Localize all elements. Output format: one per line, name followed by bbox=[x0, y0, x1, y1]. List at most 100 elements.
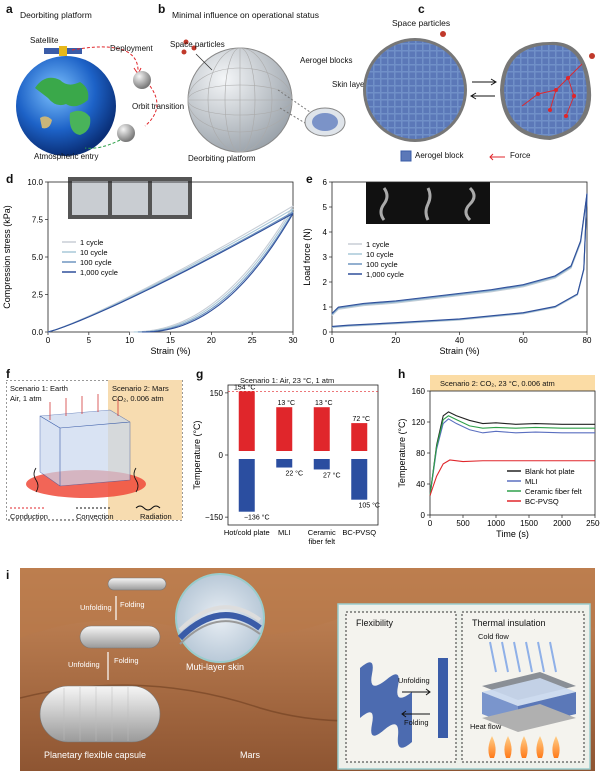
chart-g-hot-label: 154 °C bbox=[234, 383, 255, 391]
chart-h-series-3 bbox=[429, 459, 595, 496]
chart-g-ytick-label: 150 bbox=[210, 389, 224, 398]
mars-label: Mars bbox=[240, 750, 260, 760]
folded-sample bbox=[360, 662, 412, 748]
chart-h-legend-label: BC-PVSQ bbox=[525, 497, 559, 506]
chart-e-xtick-label: 0 bbox=[330, 336, 335, 345]
cold-flow-label: Cold flow bbox=[478, 632, 509, 641]
chart-d-xlabel: Strain (%) bbox=[150, 346, 190, 356]
chart-e-legend-label: 1,000 cycle bbox=[366, 270, 404, 279]
chart-h-legend-label: MLI bbox=[525, 477, 538, 486]
chart-d-ylabel: Compression stress (kPa) bbox=[2, 205, 12, 309]
folding1-label: Folding bbox=[120, 600, 145, 609]
panel-b-label: b bbox=[158, 2, 166, 16]
chart-g-cold-label: 105 °C bbox=[359, 502, 380, 510]
space-particles-c: Space particles bbox=[392, 18, 451, 28]
satellite-icon bbox=[44, 46, 82, 56]
chart-d-series-1-unloading bbox=[133, 208, 294, 333]
chart-g-cold-label: −136 °C bbox=[244, 514, 270, 522]
unfolding2-label: Unfolding bbox=[68, 660, 100, 669]
chart-d-ytick-label: 2.5 bbox=[32, 291, 44, 300]
chart-d-legend-label: 10 cycle bbox=[80, 248, 108, 257]
chart-e-ytick-label: 4 bbox=[323, 228, 328, 237]
chart-e-series-3-unloading bbox=[331, 193, 588, 327]
panel-b-title: Minimal influence on operational status bbox=[172, 10, 319, 20]
aerogel-block-icon bbox=[400, 150, 412, 162]
chart-e-ytick-label: 2 bbox=[323, 278, 328, 287]
panel-c-label: c bbox=[418, 2, 425, 16]
capsule-large bbox=[39, 685, 161, 743]
chart-e-ytick-label: 5 bbox=[323, 203, 328, 212]
chart-h-plot-frame bbox=[429, 390, 596, 516]
scenario1-cond: Air, 1 atm bbox=[10, 394, 42, 403]
satellite-label: Satellite bbox=[30, 36, 59, 45]
panel-a-label: a bbox=[6, 2, 13, 16]
chart-g-hot-label: 13 °C bbox=[277, 399, 295, 407]
deployment-label: Deployment bbox=[110, 44, 153, 53]
panel-d-label: d bbox=[6, 172, 14, 186]
chart-e-xtick-label: 20 bbox=[391, 336, 400, 345]
chart-g-hot-bar bbox=[313, 407, 330, 451]
chart-g-category-label: fiber felt bbox=[308, 537, 336, 546]
chart-g-ytick-label: −150 bbox=[205, 513, 224, 522]
aerogel-sphere-deformed bbox=[504, 44, 587, 136]
chart-d-xtick-label: 10 bbox=[125, 336, 134, 345]
scenario2-label: Scenario 2: Mars bbox=[112, 384, 169, 393]
chart-g: 150 0 −150 Temperature (°C) 154 °C −136 °C Hot… bbox=[192, 383, 380, 546]
chart-e-xlabel: Strain (%) bbox=[439, 346, 479, 356]
panel-i-label: i bbox=[6, 568, 10, 582]
chart-h-xtick-label: 2000 bbox=[553, 519, 571, 528]
chart-h-series-2 bbox=[429, 415, 595, 496]
chart-e-ytick-label: 0 bbox=[323, 328, 328, 337]
chart-d-xtick-label: 30 bbox=[289, 336, 298, 345]
capsule-label: Planetary flexible capsule bbox=[44, 750, 147, 760]
chart-d-series-3-loading bbox=[47, 213, 294, 333]
chart-e-ylabel: Load force (N) bbox=[302, 228, 312, 286]
chart-e-xtick-label: 60 bbox=[519, 336, 528, 345]
unfolding-inset-label: Unfolding bbox=[398, 676, 430, 685]
deorbit-ball-2 bbox=[117, 124, 135, 142]
chart-g-hot-label: 13 °C bbox=[315, 399, 333, 407]
chart-e-series-3-loading bbox=[331, 193, 588, 314]
panel-f-illustration bbox=[6, 380, 183, 521]
chart-e: 0 20 40 60 80 0 1 2 3 4 5 6 Strain (%) Load force (N)… bbox=[302, 178, 592, 356]
force-arrow-icon bbox=[489, 153, 505, 161]
chart-g-ytick-label: 0 bbox=[219, 451, 224, 460]
heat-flow-label: Heat flow bbox=[470, 722, 502, 731]
chart-d-xtick-label: 25 bbox=[248, 336, 257, 345]
chart-g-cold-bar bbox=[276, 459, 293, 468]
chart-d-series-3-unloading bbox=[141, 213, 294, 333]
panel-h-label: h bbox=[398, 367, 406, 381]
space-particles-b: Space particles bbox=[170, 40, 225, 49]
chart-e-ytick-label: 6 bbox=[323, 178, 328, 187]
scenario2-cond: CO₂, 0.006 atm bbox=[112, 394, 164, 403]
platform-b-label: Deorbiting platform bbox=[188, 154, 256, 163]
chart-g-hot-bar bbox=[351, 423, 368, 451]
chart-d-legend-label: 100 cycle bbox=[80, 258, 112, 267]
chart-d-xtick-label: 20 bbox=[207, 336, 216, 345]
thermal-title: Thermal insulation bbox=[472, 618, 546, 628]
legend-aerogel-block: Aerogel block bbox=[415, 151, 464, 160]
chart-d-xtick-label: 15 bbox=[166, 336, 175, 345]
chart-h-xtick-label: 1500 bbox=[520, 519, 538, 528]
scenario1-label: Scenario 1: Earth bbox=[10, 384, 68, 393]
chart-g-title: Scenario 1: Air, 23 °C, 1 atm bbox=[240, 376, 335, 385]
chart-h-ytick-label: 160 bbox=[412, 387, 426, 396]
chart-d-xtick-label: 5 bbox=[87, 336, 92, 345]
chart-d-legend-label: 1 cycle bbox=[80, 238, 103, 247]
chart-g-hot-label: 72 °C bbox=[352, 415, 370, 423]
chart-g-ylabel: Temperature (°C) bbox=[192, 420, 202, 489]
chart-d: 0 5 10 15 20 25 30 0.0 2.5 5.0 7.5 10.0 Strain (%) Co… bbox=[2, 177, 298, 356]
chart-d-series-2-unloading bbox=[137, 211, 294, 333]
chart-e-legend-label: 1 cycle bbox=[366, 240, 389, 249]
aerogel-sphere-intact bbox=[366, 41, 464, 139]
chart-d-series-0-unloading bbox=[129, 205, 294, 333]
flexibility-title: Flexibility bbox=[356, 618, 394, 628]
chart-e-ytick-label: 3 bbox=[323, 253, 328, 262]
convection-label: Convection bbox=[76, 512, 114, 521]
chart-d-ytick-label: 0.0 bbox=[32, 328, 44, 337]
chart-h-ytick-label: 80 bbox=[416, 449, 425, 458]
chart-h-title: Scenario 2: CO₂, 23 °C, 0.006 atm bbox=[440, 379, 555, 388]
chart-h-legend-label: Ceramic fiber felt bbox=[525, 487, 583, 496]
panel-f-label: f bbox=[6, 367, 10, 381]
